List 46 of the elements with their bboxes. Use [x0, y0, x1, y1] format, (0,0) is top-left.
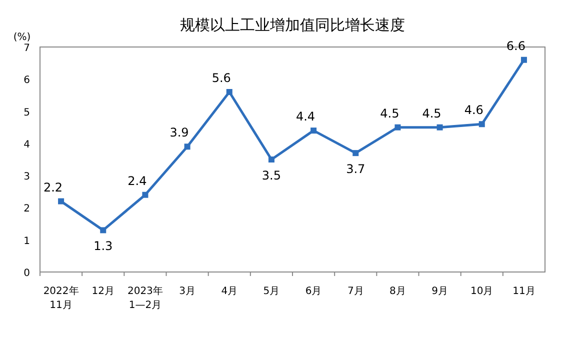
y-tick-label: 7	[24, 43, 30, 54]
data-label: 1.3	[94, 239, 113, 254]
point	[352, 150, 359, 156]
data-label: 4.5	[380, 106, 400, 120]
x-tick-label: 12月	[92, 286, 114, 297]
point	[58, 198, 64, 204]
y-tick-label: 1	[24, 236, 30, 247]
point	[478, 121, 485, 128]
x-tick-label: 3月	[179, 286, 196, 297]
point	[184, 144, 190, 150]
point	[226, 89, 232, 95]
x-tick-label: 11月	[512, 286, 536, 297]
data-label: 3.5	[262, 168, 282, 182]
y-tick-label: 3	[24, 172, 30, 183]
point	[310, 128, 317, 134]
data-label: 3.9	[170, 126, 189, 140]
chart-title: 规模以上工业增加值同比增长速度	[180, 16, 405, 34]
x-tick-label: 2022年 11月	[43, 285, 79, 311]
x-tick-label: 5月	[263, 286, 280, 297]
data-label: 5.6	[212, 71, 231, 85]
point	[142, 192, 148, 198]
data-label: 2.2	[43, 180, 63, 194]
data-label: 6.6	[506, 38, 526, 53]
point	[268, 156, 274, 162]
data-label: 3.7	[346, 162, 366, 176]
data-label: 4.6	[464, 103, 484, 118]
x-tick-label: 8月	[390, 286, 406, 297]
x-tick-label: 2023年 1—2月	[127, 285, 163, 311]
point	[100, 227, 106, 234]
point	[436, 124, 443, 130]
data-label: 4.5	[422, 106, 442, 120]
x-tick-label: 9月	[432, 286, 448, 297]
point	[394, 124, 401, 130]
x-tick-label: 10月	[470, 286, 494, 297]
x-tick-label: 4月	[221, 286, 238, 297]
y-tick-label: 0	[24, 268, 30, 279]
y-axis-title: (%)	[13, 32, 31, 43]
y-tick-label: 5	[24, 107, 30, 118]
y-tick-label: 6	[24, 75, 30, 86]
y-tick-label: 4	[24, 139, 30, 150]
x-tick-label: 6月	[305, 286, 322, 297]
x-tick-label: 7月	[347, 286, 364, 297]
data-label: 2.4	[128, 174, 147, 188]
data-label: 4.4	[296, 110, 316, 124]
point	[520, 56, 527, 63]
y-tick-label: 2	[24, 204, 30, 215]
